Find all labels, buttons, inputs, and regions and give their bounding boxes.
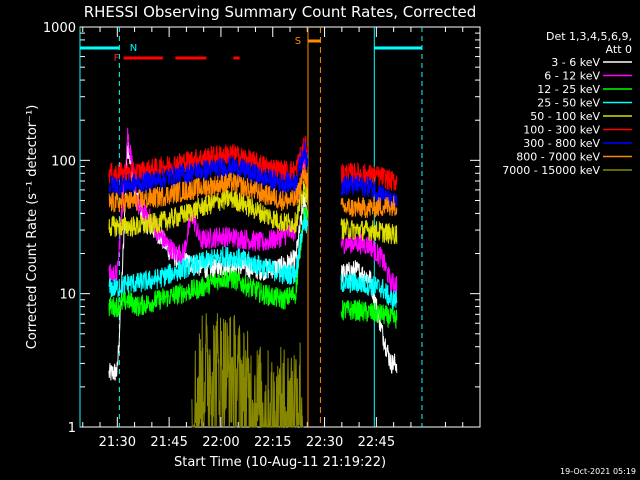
series-800-7000keV	[108, 163, 398, 219]
x-tick-label: 21:45	[150, 435, 187, 450]
marker-n: N	[130, 43, 137, 54]
legend-label: 300 - 800 keV	[523, 137, 600, 150]
series-line	[108, 180, 309, 238]
legend-label: 800 - 7000 keV	[516, 151, 600, 164]
legend-label: 25 - 50 keV	[537, 97, 600, 110]
series-line	[340, 299, 398, 329]
legend-label: 7000 - 15000 keV	[502, 164, 600, 177]
legend-header: Att 0	[606, 43, 632, 56]
x-tick-label: 22:15	[254, 435, 291, 450]
y-tick-label: 10	[59, 288, 76, 303]
series-line	[340, 161, 398, 191]
x-axis-label: Start Time (10-Aug-11 21:19:22)	[174, 455, 386, 470]
x-tick-label: 22:45	[358, 435, 395, 450]
y-tick-label: 1000	[43, 21, 76, 36]
legend-label: 50 - 100 keV	[530, 110, 600, 123]
y-tick-label: 1	[68, 421, 76, 436]
legend-label: 3 - 6 keV	[551, 56, 600, 69]
y-tick-label: 100	[51, 154, 76, 169]
footer-timestamp: 19-Oct-2021 05:19	[560, 467, 636, 476]
series-12-25keV	[108, 206, 398, 329]
legend-label: 100 - 300 keV	[523, 124, 600, 137]
flare-label: F	[114, 53, 120, 64]
series-line	[108, 212, 309, 298]
legend-header: Det 1,3,4,5,6,9,	[546, 30, 632, 43]
series-25-50keV	[108, 212, 398, 310]
series-line	[108, 135, 309, 184]
series-line	[108, 206, 309, 318]
series-line	[340, 273, 398, 310]
legend-label: 6 - 12 keV	[544, 70, 600, 83]
legend-label: 12 - 25 keV	[537, 83, 600, 96]
series-line	[108, 140, 309, 196]
y-axis-label: Corrected Count Rate (s⁻¹ detector⁻¹)	[25, 105, 40, 350]
series-line	[108, 163, 309, 213]
chart-title: RHESSI Observing Summary Count Rates, Co…	[84, 3, 477, 21]
series-7000-15000keV	[191, 313, 304, 428]
series-line	[340, 260, 398, 374]
x-tick-label: 21:30	[99, 435, 136, 450]
marker-s: S	[295, 36, 301, 47]
series-line	[191, 313, 304, 428]
x-tick-label: 22:30	[306, 435, 343, 450]
x-tick-label: 22:00	[202, 435, 239, 450]
series-line	[340, 195, 398, 219]
series-50-100keV	[108, 180, 398, 245]
series-line	[340, 218, 398, 245]
